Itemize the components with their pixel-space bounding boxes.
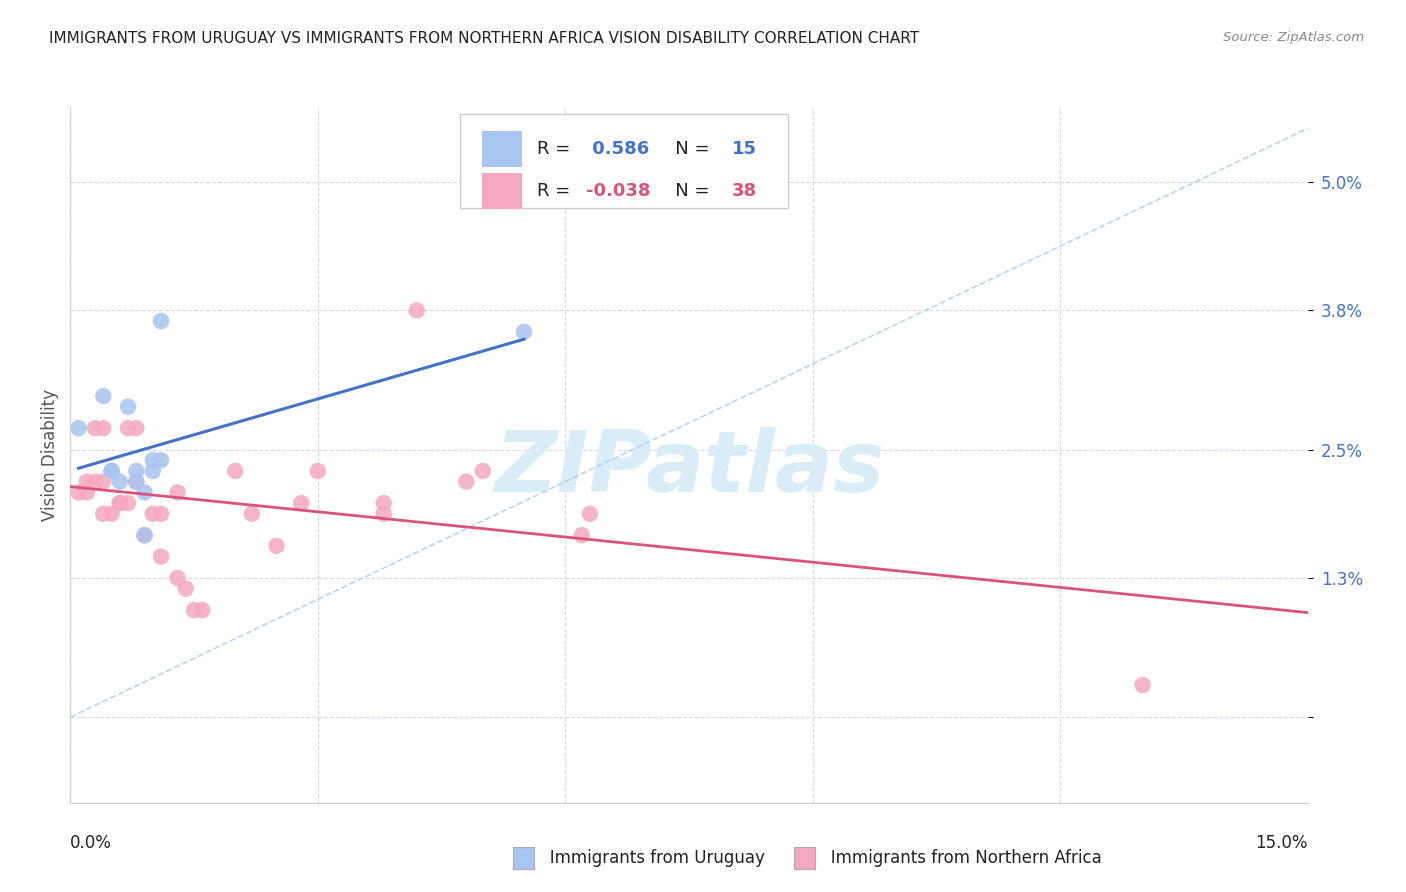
Point (108, 496, 131, 510)
Point (142, 464, 165, 478)
Point (174, 582, 197, 596)
Point (191, 603, 214, 617)
Text: R =: R = (537, 140, 575, 158)
Text: -0.038: -0.038 (586, 182, 651, 200)
Text: Immigrants from Uruguay: Immigrants from Uruguay (534, 849, 765, 867)
Y-axis label: Vision Disability: Vision Disability (41, 389, 59, 521)
Point (150, 549, 173, 564)
Point (1132, 678, 1154, 692)
Point (373, 507, 395, 521)
Text: R =: R = (537, 182, 575, 200)
Point (91, 421, 114, 435)
Text: Source: ZipAtlas.com: Source: ZipAtlas.com (1223, 31, 1364, 45)
FancyBboxPatch shape (460, 114, 787, 208)
Point (100, 464, 122, 478)
Point (125, 475, 148, 489)
Text: N =: N = (658, 182, 716, 200)
Point (100, 464, 122, 478)
Point (150, 314, 173, 328)
Point (117, 496, 139, 510)
Text: Immigrants from Northern Africa: Immigrants from Northern Africa (815, 849, 1102, 867)
Text: 15: 15 (733, 140, 758, 158)
Point (150, 453, 173, 467)
Point (405, 303, 427, 318)
Point (84, 475, 107, 489)
Point (125, 475, 148, 489)
Point (134, 528, 156, 542)
Point (579, 507, 602, 521)
Point (108, 475, 131, 489)
Point (91, 507, 114, 521)
Point (571, 528, 593, 542)
Point (240, 507, 263, 521)
Point (166, 571, 188, 585)
Point (471, 464, 494, 478)
Point (76, 475, 98, 489)
Point (67, 421, 90, 435)
Point (183, 603, 205, 617)
Point (224, 464, 246, 478)
Text: 0.586: 0.586 (586, 140, 650, 158)
Point (290, 496, 312, 510)
FancyBboxPatch shape (482, 130, 522, 167)
Point (142, 507, 165, 521)
Point (84, 421, 107, 435)
Point (373, 496, 395, 510)
Point (134, 528, 156, 542)
Point (76, 485, 98, 500)
Point (142, 453, 165, 467)
Point (100, 464, 122, 478)
Point (91, 389, 114, 403)
Point (117, 421, 139, 435)
Point (456, 475, 478, 489)
Point (117, 400, 139, 414)
Point (166, 485, 188, 500)
Point (100, 507, 122, 521)
Point (150, 507, 173, 521)
Text: 38: 38 (733, 182, 758, 200)
Point (134, 485, 156, 500)
Point (266, 539, 288, 553)
Text: ZIPatlas: ZIPatlas (494, 427, 884, 510)
Point (125, 464, 148, 478)
Text: IMMIGRANTS FROM URUGUAY VS IMMIGRANTS FROM NORTHERN AFRICA VISION DISABILITY COR: IMMIGRANTS FROM URUGUAY VS IMMIGRANTS FR… (49, 31, 920, 46)
Text: 15.0%: 15.0% (1256, 834, 1308, 852)
Point (67, 485, 90, 500)
Point (513, 325, 536, 339)
Text: 0.0%: 0.0% (70, 834, 112, 852)
Text: N =: N = (658, 140, 716, 158)
Point (91, 475, 114, 489)
Point (307, 464, 329, 478)
FancyBboxPatch shape (482, 173, 522, 209)
Point (108, 496, 131, 510)
Point (125, 421, 148, 435)
